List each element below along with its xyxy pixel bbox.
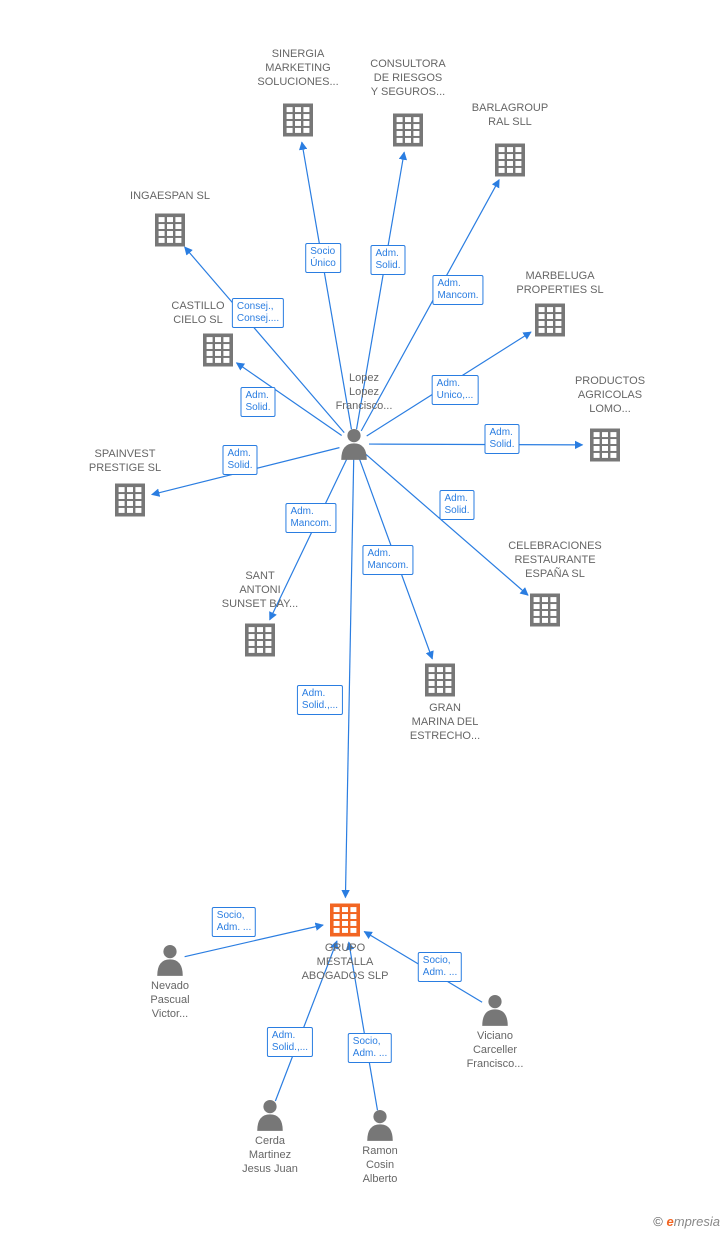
node-label: CASTILLO CIELO SL xyxy=(171,300,224,328)
node-label: MARBELUGA PROPERTIES SL xyxy=(516,270,603,298)
edge-label: Adm. Unico,... xyxy=(432,375,479,405)
edge-label: Adm. Solid. xyxy=(370,245,405,275)
person-icon[interactable] xyxy=(482,995,508,1026)
edge-label: Adm. Solid. xyxy=(240,387,275,417)
node-label: Nevado Pascual Victor... xyxy=(150,980,189,1021)
building-icon[interactable] xyxy=(590,429,620,462)
brand-letter: e xyxy=(667,1214,674,1229)
building-icon[interactable] xyxy=(203,334,233,367)
node-label: Viciano Carceller Francisco... xyxy=(467,1030,524,1071)
edge-label: Adm. Solid.,... xyxy=(297,685,343,715)
person-icon[interactable] xyxy=(157,945,183,976)
edge-label: Adm. Solid.,... xyxy=(267,1027,313,1057)
brand-name: mpresia xyxy=(674,1214,720,1229)
node-label: GRUPO MESTALLA ABOGADOS SLP xyxy=(302,942,389,983)
node-label: GRAN MARINA DEL ESTRECHO... xyxy=(410,702,480,743)
edge-label: Socio Único xyxy=(305,243,341,273)
edge-line xyxy=(345,459,353,898)
node-label: CELEBRACIONES RESTAURANTE ESPAÑA SL xyxy=(508,540,602,581)
node-label: INGAESPAN SL xyxy=(130,190,210,204)
edge-label: Adm. Mancom. xyxy=(285,503,336,533)
copyright-symbol: © xyxy=(653,1214,663,1229)
node-label: Lopez Lopez Francisco... xyxy=(336,372,393,413)
building-icon[interactable] xyxy=(425,664,455,697)
node-label: PRODUCTOS AGRICOLAS LOMO... xyxy=(575,375,645,416)
edge-label: Socio, Adm. ... xyxy=(212,907,256,937)
person-icon[interactable] xyxy=(257,1100,283,1131)
building-icon[interactable] xyxy=(115,484,145,517)
edge-label: Adm. Solid. xyxy=(222,445,257,475)
building-icon[interactable] xyxy=(393,114,423,147)
building-icon[interactable] xyxy=(245,624,275,657)
edge-label: Consej., Consej.... xyxy=(232,298,284,328)
footer-credit: © empresia xyxy=(653,1214,720,1229)
edge-label: Adm. Solid. xyxy=(484,424,519,454)
node-label: SINERGIA MARKETING SOLUCIONES... xyxy=(257,48,338,89)
building-icon[interactable] xyxy=(495,144,525,177)
node-label: SANT ANTONI SUNSET BAY... xyxy=(222,570,298,611)
edge-label: Adm. Solid. xyxy=(439,490,474,520)
node-label: Cerda Martinez Jesus Juan xyxy=(242,1135,298,1176)
building-icon[interactable] xyxy=(330,904,360,937)
node-label: CONSULTORA DE RIESGOS Y SEGUROS... xyxy=(370,58,445,99)
edge-line xyxy=(369,444,583,445)
building-icon[interactable] xyxy=(283,104,313,137)
person-icon[interactable] xyxy=(367,1110,393,1141)
edge-label: Socio, Adm. ... xyxy=(418,952,462,982)
building-icon[interactable] xyxy=(155,214,185,247)
edge-label: Socio, Adm. ... xyxy=(348,1033,392,1063)
node-label: Ramon Cosin Alberto xyxy=(362,1145,397,1186)
edge-label: Adm. Mancom. xyxy=(362,545,413,575)
edge-label: Adm. Mancom. xyxy=(432,275,483,305)
building-icon[interactable] xyxy=(535,304,565,337)
building-icon[interactable] xyxy=(530,594,560,627)
person-icon[interactable] xyxy=(341,429,367,460)
node-label: BARLAGROUP RAL SLL xyxy=(472,102,548,130)
node-label: SPAINVEST PRESTIGE SL xyxy=(89,448,161,476)
